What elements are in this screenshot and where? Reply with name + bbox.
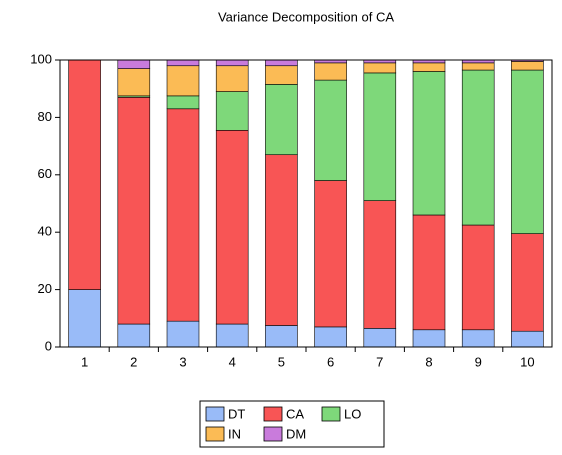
bar-segment [314, 79, 347, 181]
bar-segment [117, 68, 151, 97]
legend-swatch [205, 426, 225, 442]
x-tick-label: 3 [179, 354, 186, 369]
legend-label: IN [228, 426, 241, 441]
x-tick-label: 10 [520, 354, 534, 369]
legend-swatch [321, 406, 341, 422]
bar-segment [166, 108, 200, 322]
plot-frame [59, 59, 553, 348]
x-tick-label: 4 [229, 354, 236, 369]
bar-segment [511, 233, 544, 332]
bar-segment [215, 65, 249, 92]
y-tick-label: 40 [38, 224, 52, 239]
bar-segment [166, 95, 200, 110]
legend-label: DM [286, 426, 306, 441]
x-tick-label: 8 [425, 354, 432, 369]
bar-segment [511, 69, 544, 234]
legend-label: LO [344, 406, 361, 421]
bar-segment [68, 289, 101, 348]
bar-segment [363, 62, 397, 74]
x-tick-label: 2 [130, 354, 137, 369]
bar-segment [511, 330, 544, 348]
chart-title: Variance Decomposition of CA [218, 9, 394, 24]
bar-segment [511, 61, 544, 71]
bar-segment [461, 62, 495, 71]
bar-segment [265, 65, 298, 85]
bar-segment [117, 323, 151, 348]
legend-swatch [205, 406, 225, 422]
bar-segment [215, 91, 249, 131]
bar-segment [412, 71, 446, 216]
bar-segment [314, 326, 347, 348]
bar-segment [461, 329, 495, 348]
x-tick-label: 1 [81, 354, 88, 369]
bar-segment [412, 62, 446, 72]
bar-segment [215, 130, 249, 325]
bar-segment [461, 69, 495, 226]
bar-segment [363, 328, 397, 348]
bar-segment [363, 72, 397, 201]
bar-segment [265, 84, 298, 156]
bar-segment [117, 97, 151, 325]
bar-segment [68, 59, 101, 290]
bar-segment [265, 59, 298, 67]
bar-segment [412, 329, 446, 348]
bar-segment [461, 224, 495, 331]
bar-segment [265, 325, 298, 348]
bar-segment [166, 320, 200, 348]
bar-segment [215, 59, 249, 67]
bar-segment [117, 59, 151, 69]
x-tick-label: 9 [475, 354, 482, 369]
legend-label: CA [286, 406, 304, 421]
bar-segment [363, 200, 397, 329]
legend-swatch [263, 406, 283, 422]
legend-swatch [263, 426, 283, 442]
y-tick-label: 20 [38, 281, 52, 296]
y-tick-label: 80 [38, 109, 52, 124]
y-tick-label: 60 [38, 166, 52, 181]
x-tick-label: 7 [376, 354, 383, 369]
bar-segment [314, 180, 347, 328]
legend-label: DT [228, 406, 245, 421]
bar-segment [215, 323, 249, 348]
y-tick-label: 0 [45, 338, 52, 353]
bar-segment [412, 214, 446, 331]
y-tick-label: 100 [30, 51, 52, 66]
x-tick-label: 5 [278, 354, 285, 369]
bar-segment [166, 59, 200, 67]
legend-frame [199, 400, 385, 448]
bar-segment [265, 154, 298, 326]
bar-segment [314, 62, 347, 81]
bar-segment [166, 65, 200, 97]
x-tick-label: 6 [327, 354, 334, 369]
